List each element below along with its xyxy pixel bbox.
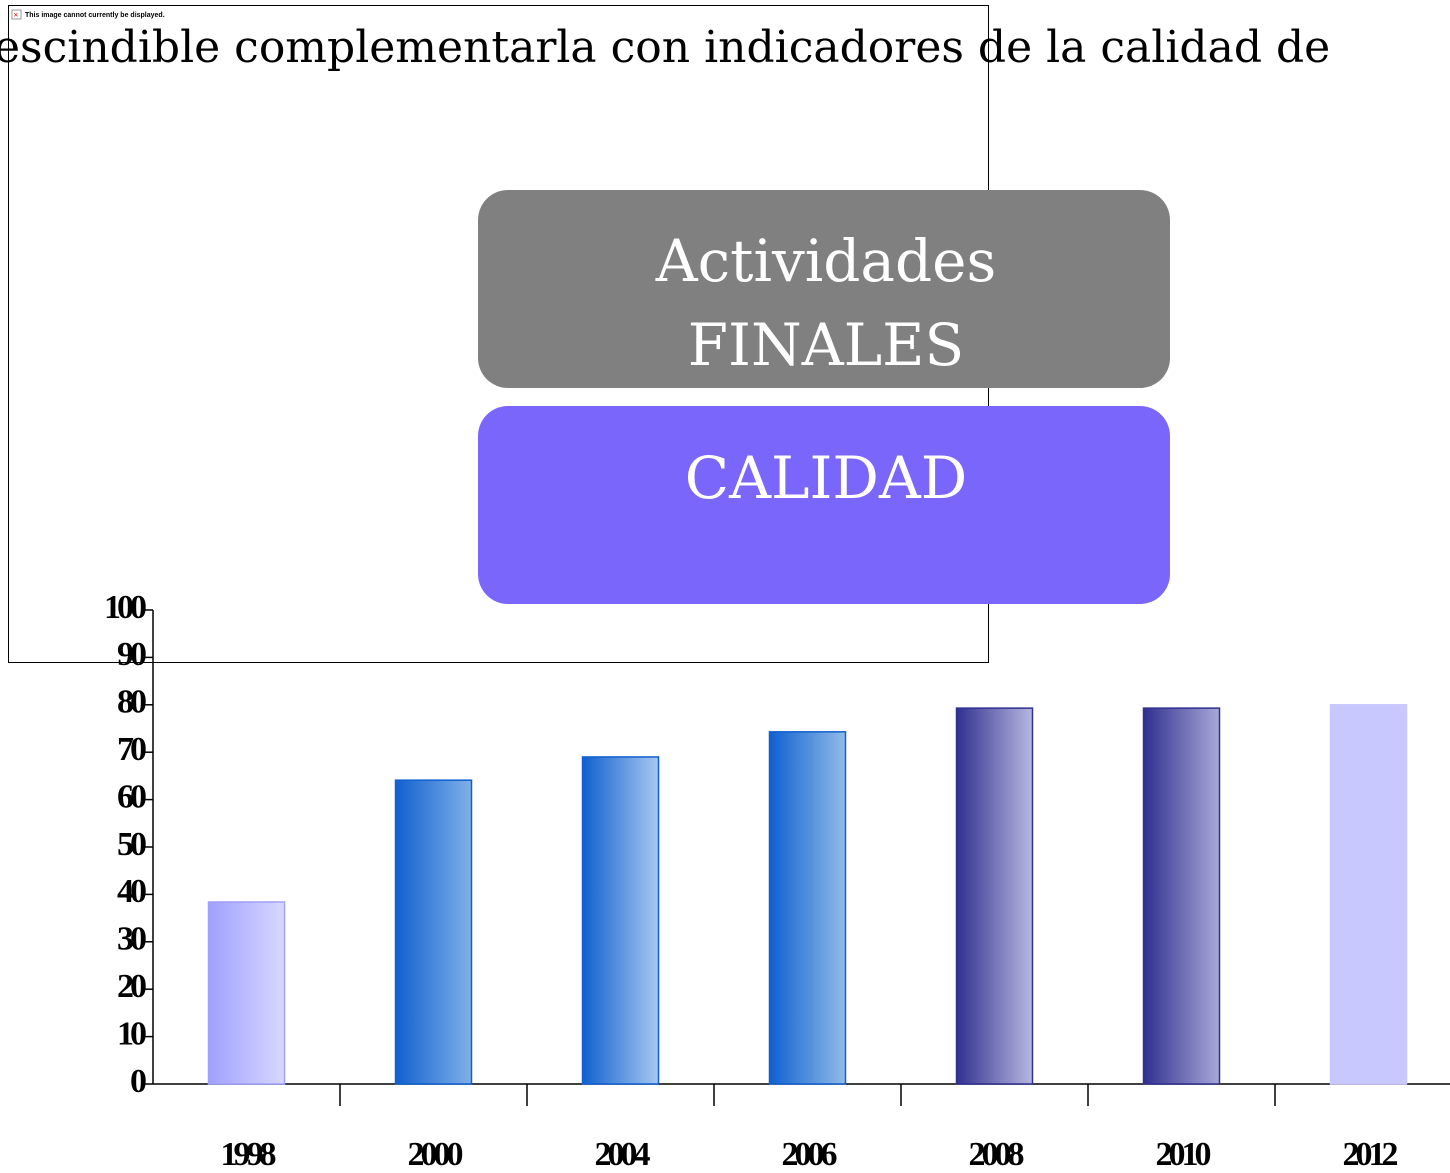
y-tick-label: 20 [117,968,146,1005]
y-tick-label: 10 [117,1015,146,1052]
x-tick-label: 2000 [408,1136,463,1173]
bar [955,707,1034,1085]
y-tick-label: 100 [104,589,146,626]
bar [768,731,847,1085]
broken-image-icon-x: × [14,11,19,20]
box-bottom [478,406,1170,604]
x-tick-label: 2004 [595,1136,651,1173]
y-tick-label: 60 [117,778,146,815]
x-tick-label: 2006 [782,1136,837,1173]
x-tick-label: 2012 [1343,1136,1398,1173]
bar [1142,707,1221,1085]
broken-image-icon [11,9,22,20]
y-tick-label: 70 [117,731,146,768]
x-tick-label: 1998 [221,1136,276,1173]
box-bottom-line: CALIDAD [685,444,968,512]
y-tick-label: 40 [117,873,146,910]
bar [581,756,660,1085]
y-tick-label: 80 [117,684,146,721]
bar [394,779,473,1085]
y-tick-label: 0 [130,1063,146,1100]
slide-text: escindible complementarla con indicadore… [0,22,1330,73]
y-tick-label: 30 [117,921,146,958]
bar [207,901,286,1085]
x-tick-label: 2008 [969,1136,1024,1173]
y-tick-label: 90 [117,636,146,673]
box-top-line: Actividades [655,227,996,295]
box-top-line: FINALES [688,311,964,379]
x-tick-label: 2010 [1156,1136,1211,1173]
broken-image-message: This image cannot currently be displayed… [25,12,165,19]
box-top [478,190,1170,388]
y-tick-label: 50 [117,826,146,863]
bar [1329,704,1408,1085]
